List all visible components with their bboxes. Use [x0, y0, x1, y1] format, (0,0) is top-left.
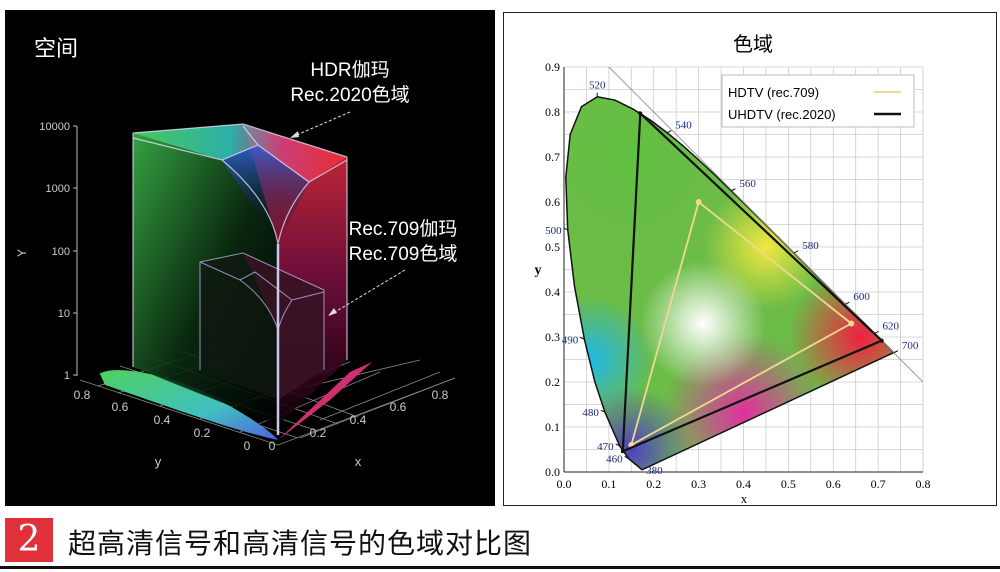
y-tick-label: 0.4	[545, 285, 560, 299]
floor-y-tick: 0.4	[154, 413, 171, 427]
x-tick-label: 0.6	[826, 477, 841, 491]
floor-y-tick: 0.8	[74, 388, 91, 402]
floor-x-tick: 0	[269, 439, 276, 453]
chart-title: 色域	[733, 33, 773, 56]
wavelength-tick	[600, 409, 606, 413]
gamut-vertex	[848, 320, 855, 327]
floor-y-tick: 0	[244, 439, 251, 453]
wavelength-label: 500	[545, 225, 562, 237]
y-axis	[73, 125, 78, 376]
wavelength-label: 490	[562, 334, 579, 346]
gamut-vertex	[638, 111, 643, 116]
wavelength-label: 480	[582, 407, 599, 419]
floor-x-tick: 0.8	[432, 388, 449, 402]
y-tick-label: 1000	[46, 183, 70, 195]
legend-label-rec709: HDTV (rec.709)	[728, 85, 819, 100]
y-tick-label: 0.6	[545, 195, 560, 209]
wavelength-tick	[793, 250, 799, 254]
floor-x-tick: 0.2	[310, 426, 327, 440]
floor-y-tick: 0.6	[112, 400, 129, 414]
x-tick-label: 0.1	[601, 477, 616, 491]
x-tick-label: 0.4	[736, 477, 751, 491]
y-tick-label: 1	[64, 370, 70, 382]
color-blob	[640, 260, 766, 387]
wavelength-label: 540	[675, 120, 692, 132]
y-tick-label: 10	[58, 308, 70, 320]
hdr-gamut-3d-panel: 10000 1000 100 10 1 Y 0.8 0.6 0.4 0.2 0 …	[5, 10, 495, 506]
gamut-3d-plot: 10000 1000 100 10 1 Y 0.8 0.6 0.4 0.2 0 …	[15, 36, 458, 469]
figure-caption: 2 超高清信号和高清信号的色域对比图	[0, 510, 1000, 569]
legend: HDTV (rec.709) UHDTV (rec.2020)	[721, 74, 915, 128]
annotation-arrows	[291, 111, 406, 316]
x-tick-label: 0.2	[646, 477, 661, 491]
y-tick-label: 0.9	[545, 60, 560, 74]
y-tick-label: 10000	[39, 121, 70, 133]
floor-x-tick: 0.4	[350, 413, 367, 427]
wavelength-tick	[615, 443, 620, 447]
wavelength-label: 520	[589, 80, 606, 92]
rec709-volume	[199, 252, 325, 400]
gamut-vertex	[620, 449, 625, 454]
rec709-label-line1: Rec.709伽玛	[349, 218, 458, 240]
wavelength-label: 700	[902, 340, 919, 352]
y-tick-label: 0.0	[545, 465, 560, 479]
wavelength-tick	[731, 188, 736, 192]
x-tick-label: 0.0	[557, 477, 572, 491]
wavelength-tick	[893, 350, 899, 354]
y-tick-label: 0.5	[545, 240, 560, 254]
y-tick-label: 0.3	[545, 330, 560, 344]
floor-y-tick: 0.2	[194, 426, 211, 440]
wavelength-tick	[579, 336, 585, 340]
y-tick-label: 100	[52, 246, 70, 258]
y-axis-label: Y	[15, 249, 29, 257]
rec709-label-line2: Rec.709色域	[349, 243, 458, 265]
wavelength-tick	[563, 227, 568, 231]
y-tick-label: 0.7	[545, 150, 560, 164]
gamut-triangle-rec709	[629, 200, 853, 447]
wavelength-tick	[666, 130, 672, 134]
x-tick-label: 0.3	[691, 477, 706, 491]
wavelength-tick	[624, 456, 629, 459]
y-axis-label: y	[535, 263, 542, 278]
floor-x-label: x	[355, 454, 362, 469]
wavelength-label: 470	[597, 441, 614, 453]
hdr-label-line1: HDR伽玛	[310, 59, 389, 81]
y-tick-label: 0.8	[545, 105, 560, 119]
arrow-head	[328, 308, 337, 316]
arrow-head	[290, 131, 299, 138]
floor-locus-green	[100, 370, 278, 440]
gamut-vertex	[695, 199, 702, 205]
wavelength-label: 460	[606, 454, 623, 466]
wavelength-label: 580	[802, 240, 819, 252]
legend-label-rec2020: UHDTV (rec.2020)	[728, 107, 836, 122]
wavelength-tick	[874, 330, 879, 334]
figure-number-badge: 2	[5, 518, 53, 562]
hdr-label-line2: Rec.2020色域	[290, 84, 409, 106]
x-tick-label: 0.7	[871, 477, 886, 491]
floor-locus-red	[278, 362, 372, 440]
wavelength-tick	[641, 467, 647, 471]
y-tick-label: 0.2	[545, 375, 560, 389]
floor-x-tick: 0.6	[390, 400, 407, 414]
panel-title: 空间	[34, 36, 78, 61]
wavelength-label: 560	[739, 178, 756, 190]
x-axis-label: x	[741, 491, 748, 506]
cie-chromaticity-chart: 520540560580600620700500490480470460380 …	[535, 33, 931, 506]
gamut-triangle-rec2020	[621, 110, 884, 454]
cie-gamut-panel: 520 540 560 580 600 620 700 500 490 480 470 460 380 …	[503, 12, 997, 506]
wavelength-tick	[845, 301, 850, 305]
x-tick-label: 0.5	[781, 477, 796, 491]
wavelength-label: 620	[883, 320, 900, 332]
wavelength-label: 380	[646, 465, 663, 477]
x-tick-label: 0.8	[916, 477, 931, 491]
legend-box	[721, 74, 915, 128]
wavelength-label: 600	[853, 291, 870, 303]
y-tick-label: 0.1	[545, 420, 560, 434]
floor-y-label: y	[155, 454, 162, 469]
gamut-vertex	[879, 338, 884, 343]
figure-caption-text: 超高清信号和高清信号的色域对比图	[68, 527, 533, 560]
